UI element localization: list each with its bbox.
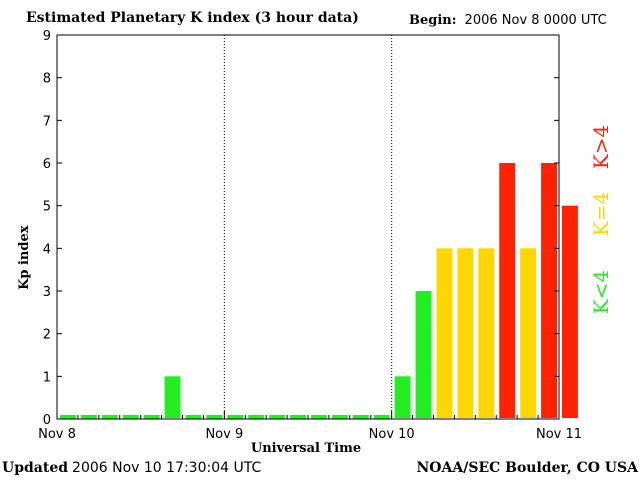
kp-bar: [520, 248, 537, 418]
begin-info: Begin: 2006 Nov 8 0000 UTC: [409, 13, 607, 28]
kp-bar: [394, 376, 411, 418]
y-tick-label: 4: [43, 242, 51, 257]
x-tick-label: Nov 8: [38, 427, 76, 442]
legend-label: K=4: [589, 192, 613, 236]
kp-bar: [269, 415, 286, 419]
begin-label: Begin:: [409, 13, 457, 28]
kp-bar: [562, 205, 578, 418]
kp-bar: [499, 163, 516, 418]
y-tick-label: 8: [43, 72, 51, 87]
y-axis-title: Kp index: [17, 225, 32, 290]
legend-label: K<4: [589, 270, 613, 314]
kp-bar: [352, 415, 369, 419]
kp-bar: [80, 415, 97, 419]
updated-info: Updated 2006 Nov 10 17:30:04 UTC: [2, 460, 261, 476]
bars-group: [60, 163, 578, 419]
y-tick-label: 7: [43, 114, 51, 129]
kp-bar: [541, 163, 557, 418]
kp-bar: [60, 415, 76, 419]
kp-bar: [143, 415, 160, 419]
kp-bar: [248, 415, 265, 419]
kp-bar: [436, 248, 453, 418]
kp-bar: [185, 415, 202, 419]
kp-bar: [311, 415, 327, 419]
y-tick-label: 9: [43, 29, 51, 44]
y-tick-label: 5: [43, 200, 51, 215]
x-tick-label: Nov 10: [369, 427, 415, 442]
axes-group: 0 1 2 3 4 5 6 7 8 9 Nov 8 Nov 9 Nov 10 Nov 11 Universa…: [17, 29, 582, 456]
day-gridlines: [223, 35, 393, 419]
y-tick-label: 2: [43, 328, 51, 343]
updated-value: 2006 Nov 10 17:30:04 UTC: [72, 460, 262, 476]
y-tick-label: 6: [43, 157, 51, 172]
legend-label: K>4: [589, 125, 613, 169]
chart-title: Estimated Planetary K index (3 hour data…: [26, 10, 359, 26]
legend-group: K<4 K=4 K>4: [589, 125, 613, 314]
kp-bar: [331, 415, 348, 419]
kp-bar: [164, 376, 181, 418]
x-tick-label: Nov 9: [205, 427, 243, 442]
kp-bar: [101, 415, 118, 419]
x-tick-label: Nov 11: [536, 427, 582, 442]
source-credit: NOAA/SEC Boulder, CO USA: [416, 460, 639, 476]
updated-label: Updated: [2, 460, 69, 476]
kp-bar: [290, 415, 306, 419]
kp-bar: [227, 415, 244, 419]
kp-bar: [206, 415, 223, 419]
y-tick-label: 3: [43, 285, 51, 300]
y-tick-label: 0: [43, 413, 51, 428]
kp-bar: [122, 415, 139, 419]
kp-bar: [478, 248, 495, 418]
x-axis-title: Universal Time: [251, 441, 361, 456]
begin-value: 2006 Nov 8 0000 UTC: [464, 13, 607, 28]
kp-bar: [373, 415, 390, 419]
kp-bar: [415, 291, 432, 418]
kp-bar: [457, 248, 474, 418]
y-tick-label: 1: [43, 370, 51, 385]
